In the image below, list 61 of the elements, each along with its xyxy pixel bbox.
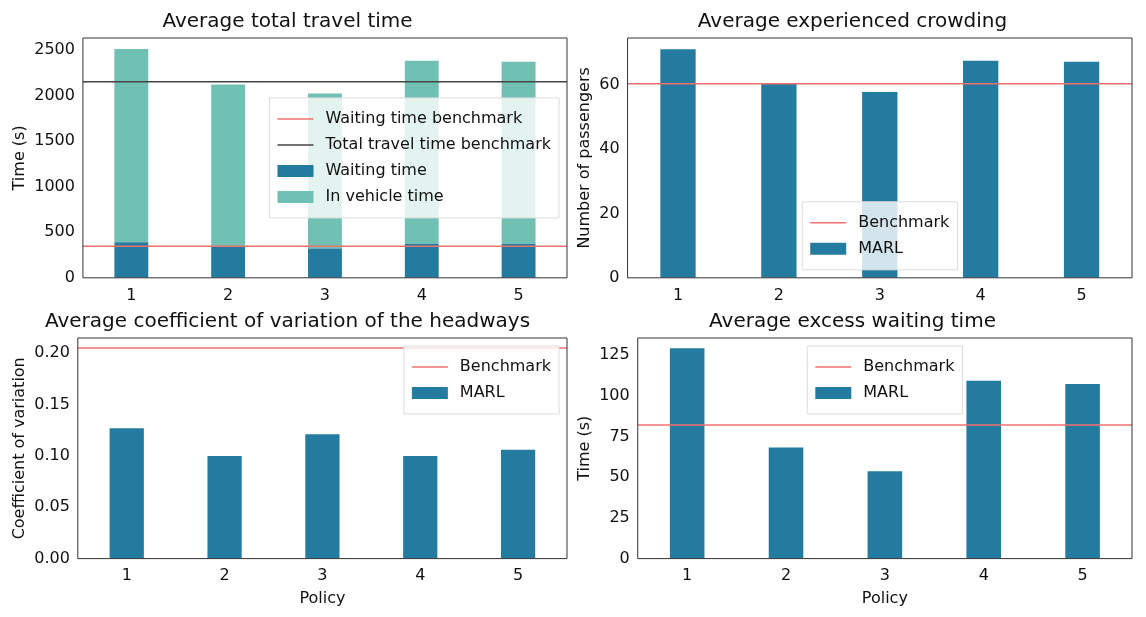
y-tick-label: 1000 — [34, 175, 75, 195]
legend-label: Benchmark — [459, 356, 552, 376]
y-tick-label: 0.15 — [34, 393, 70, 413]
x-tick-label: 4 — [975, 284, 986, 304]
y-tick-label: 2000 — [34, 84, 75, 104]
y-tick-label: 60 — [599, 74, 620, 94]
y-tick-label: 2500 — [34, 39, 75, 59]
y-tick-label: 125 — [599, 344, 630, 364]
legend-label: MARL — [863, 382, 909, 402]
y-tick-label: 500 — [44, 221, 75, 241]
x-tick-label: 4 — [415, 565, 426, 585]
x-tick-label: 4 — [416, 284, 427, 304]
y-axis-title: Time (s) — [573, 415, 593, 482]
chart-title: Average total travel time — [162, 8, 413, 33]
y-tick-label: 0 — [619, 547, 630, 567]
x-tick-label: 3 — [874, 284, 885, 304]
x-tick-label: 5 — [1076, 284, 1087, 304]
y-axis-title: Time (s) — [8, 125, 28, 192]
legend-label: Benchmark — [858, 211, 951, 231]
y-tick-label: 25 — [609, 507, 630, 527]
x-axis-title: Policy — [861, 587, 908, 607]
y-tick-label: 0.10 — [34, 445, 70, 465]
x-tick-label: 1 — [126, 284, 137, 304]
y-axis-title: Coefficient of variation — [8, 357, 28, 540]
y-tick-label: 20 — [599, 202, 620, 222]
legend-label: In vehicle time — [325, 186, 444, 206]
x-tick-label: 2 — [219, 565, 230, 585]
x-tick-label: 1 — [121, 565, 132, 585]
y-tick-label: 0.05 — [34, 496, 70, 516]
x-tick-label: 5 — [512, 565, 524, 585]
chart-title: Average experienced crowding — [697, 8, 1008, 33]
chart-title: Average coefficient of variation of the headways — [44, 308, 531, 333]
y-tick-label: 75 — [609, 425, 630, 445]
x-tick-label: 2 — [780, 565, 792, 585]
x-tick-label: 2 — [773, 284, 784, 304]
y-tick-label: 1500 — [34, 130, 75, 150]
legend-label: MARL — [459, 382, 505, 402]
y-tick-label: 0 — [609, 266, 620, 286]
legend-label: Total travel time benchmark — [324, 134, 552, 154]
x-tick-label: 5 — [1077, 565, 1088, 585]
y-tick-label: 0.20 — [34, 342, 70, 362]
x-tick-label: 3 — [319, 284, 331, 304]
x-tick-label: 4 — [978, 565, 989, 585]
chart-title: Average excess waiting time — [709, 308, 996, 333]
x-tick-label: 3 — [879, 565, 890, 585]
y-tick-label: 100 — [599, 384, 630, 404]
legend-label: Waiting time — [325, 160, 427, 180]
legend-label: MARL — [858, 237, 904, 257]
y-tick-label: 0.00 — [34, 547, 70, 567]
legend-label: Waiting time benchmark — [325, 108, 523, 128]
y-tick-label: 50 — [609, 466, 630, 486]
x-tick-label: 5 — [513, 284, 524, 304]
y-tick-label: 0 — [64, 266, 75, 286]
x-tick-label: 2 — [223, 284, 234, 304]
y-tick-label: 40 — [599, 138, 620, 158]
x-axis-title: Policy — [299, 587, 346, 607]
y-axis-title: Number of passengers — [573, 67, 593, 249]
x-tick-label: 3 — [317, 565, 328, 585]
x-tick-label: 1 — [672, 284, 684, 304]
legend-label: Benchmark — [863, 356, 956, 376]
x-tick-label: 1 — [682, 565, 693, 585]
